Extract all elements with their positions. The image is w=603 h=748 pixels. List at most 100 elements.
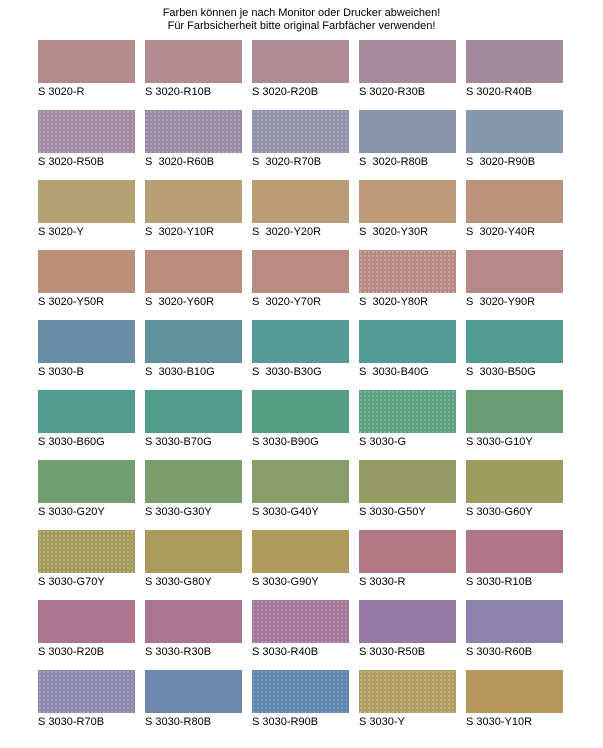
swatch-cell: S 3030-B50G bbox=[466, 320, 573, 390]
color-swatch[interactable] bbox=[38, 670, 135, 713]
color-swatch[interactable] bbox=[466, 600, 563, 643]
swatch-label: S 3030-B10G bbox=[145, 366, 215, 378]
swatch-cell: S 3020-Y40R bbox=[466, 180, 573, 250]
swatch-label: S 3020-Y80R bbox=[359, 296, 429, 308]
swatch-label: S 3020-R50B bbox=[38, 156, 105, 168]
swatch-cell: S 3020-Y80R bbox=[359, 250, 466, 320]
color-swatch[interactable] bbox=[145, 670, 242, 713]
color-swatch[interactable] bbox=[252, 670, 349, 713]
swatch-cell: S 3030-R80B bbox=[145, 670, 252, 740]
swatch-cell: S 3020-Y20R bbox=[252, 180, 359, 250]
swatch-label: S 3020-R20B bbox=[252, 86, 319, 98]
swatch-label: S 3020-Y50R bbox=[38, 296, 105, 308]
swatch-cell: S 3030-B70G bbox=[145, 390, 252, 460]
swatch-cell: S 3030-G bbox=[359, 390, 466, 460]
swatch-label: S 3030-R30B bbox=[145, 646, 212, 658]
color-swatch[interactable] bbox=[145, 250, 242, 293]
swatch-label: S 3030-B90G bbox=[252, 436, 319, 448]
swatch-cell: S 3030-G40Y bbox=[252, 460, 359, 530]
color-swatch[interactable] bbox=[38, 180, 135, 223]
swatch-label: S 3030-R10B bbox=[466, 576, 533, 588]
color-swatch[interactable] bbox=[252, 320, 349, 363]
color-swatch[interactable] bbox=[466, 460, 563, 503]
color-swatch[interactable] bbox=[252, 530, 349, 573]
swatch-label: S 3030-B50G bbox=[466, 366, 536, 378]
swatch-label: S 3030-R40B bbox=[252, 646, 319, 658]
swatch-cell: S 3020-Y60R bbox=[145, 250, 252, 320]
color-swatch[interactable] bbox=[252, 250, 349, 293]
swatch-label: S 3020-Y40R bbox=[466, 226, 536, 238]
color-swatch[interactable] bbox=[38, 600, 135, 643]
color-swatch[interactable] bbox=[252, 110, 349, 153]
color-swatch[interactable] bbox=[252, 390, 349, 433]
swatch-label: S 3030-R80B bbox=[145, 716, 212, 728]
color-swatch[interactable] bbox=[252, 40, 349, 83]
color-swatch[interactable] bbox=[145, 530, 242, 573]
color-swatch[interactable] bbox=[359, 250, 456, 293]
swatch-label: S 3020-R70B bbox=[252, 156, 322, 168]
color-swatch[interactable] bbox=[359, 40, 456, 83]
color-swatch[interactable] bbox=[359, 110, 456, 153]
swatch-label: S 3030-G70Y bbox=[38, 576, 105, 588]
color-swatch[interactable] bbox=[252, 460, 349, 503]
color-swatch[interactable] bbox=[359, 180, 456, 223]
color-swatch[interactable] bbox=[466, 670, 563, 713]
disclaimer-header: Farben können je nach Monitor oder Druck… bbox=[0, 7, 603, 33]
disclaimer-line-1: Farben können je nach Monitor oder Druck… bbox=[162, 7, 441, 19]
swatch-label: S 3020-R60B bbox=[145, 156, 215, 168]
color-swatch[interactable] bbox=[359, 460, 456, 503]
color-swatch[interactable] bbox=[38, 390, 135, 433]
swatch-cell: S 3020-Y90R bbox=[466, 250, 573, 320]
swatch-label: S 3020-Y70R bbox=[252, 296, 322, 308]
color-swatch[interactable] bbox=[145, 110, 242, 153]
swatch-cell: S 3030-G80Y bbox=[145, 530, 252, 600]
color-swatch[interactable] bbox=[359, 320, 456, 363]
color-swatch[interactable] bbox=[145, 320, 242, 363]
color-swatch[interactable] bbox=[145, 40, 242, 83]
color-swatch[interactable] bbox=[466, 390, 563, 433]
color-swatch[interactable] bbox=[466, 40, 563, 83]
swatch-label: S 3020-R80B bbox=[359, 156, 429, 168]
swatch-label: S 3030-G80Y bbox=[145, 576, 212, 588]
color-swatch[interactable] bbox=[359, 670, 456, 713]
color-swatch[interactable] bbox=[145, 390, 242, 433]
color-swatch[interactable] bbox=[38, 460, 135, 503]
swatch-label: S 3030-R20B bbox=[38, 646, 105, 658]
color-swatch[interactable] bbox=[145, 460, 242, 503]
color-swatch[interactable] bbox=[466, 180, 563, 223]
swatch-label: S 3020-R30B bbox=[359, 86, 426, 98]
swatch-cell: S 3020-R bbox=[38, 40, 145, 110]
swatch-label: S 3030-G60Y bbox=[466, 506, 533, 518]
swatch-label: S 3030-Y10R bbox=[466, 716, 533, 728]
color-swatch[interactable] bbox=[359, 600, 456, 643]
swatch-cell: S 3020-Y70R bbox=[252, 250, 359, 320]
swatch-label: S 3030-G40Y bbox=[252, 506, 319, 518]
color-swatch[interactable] bbox=[38, 110, 135, 153]
color-swatch[interactable] bbox=[38, 320, 135, 363]
color-swatch[interactable] bbox=[466, 110, 563, 153]
color-swatch[interactable] bbox=[466, 250, 563, 293]
color-swatch[interactable] bbox=[145, 180, 242, 223]
swatch-label: S 3020-Y30R bbox=[359, 226, 429, 238]
swatch-cell: S 3030-G90Y bbox=[252, 530, 359, 600]
swatch-label: S 3030-G90Y bbox=[252, 576, 319, 588]
swatch-label: S 3020-Y bbox=[38, 226, 84, 238]
color-swatch[interactable] bbox=[38, 40, 135, 83]
swatch-cell: S 3020-Y30R bbox=[359, 180, 466, 250]
color-swatch[interactable] bbox=[252, 180, 349, 223]
swatch-cell: S 3030-B10G bbox=[145, 320, 252, 390]
color-swatch[interactable] bbox=[38, 250, 135, 293]
swatch-cell: S 3030-G10Y bbox=[466, 390, 573, 460]
swatch-cell: S 3020-R90B bbox=[466, 110, 573, 180]
swatch-cell: S 3020-R60B bbox=[145, 110, 252, 180]
color-swatch[interactable] bbox=[359, 390, 456, 433]
color-swatch[interactable] bbox=[466, 530, 563, 573]
swatch-cell: S 3030-G30Y bbox=[145, 460, 252, 530]
color-swatch[interactable] bbox=[145, 600, 242, 643]
color-swatch[interactable] bbox=[252, 600, 349, 643]
color-swatch[interactable] bbox=[359, 530, 456, 573]
swatch-label: S 3020-Y20R bbox=[252, 226, 322, 238]
swatch-cell: S 3030-Y10R bbox=[466, 670, 573, 740]
color-swatch[interactable] bbox=[38, 530, 135, 573]
color-swatch[interactable] bbox=[466, 320, 563, 363]
